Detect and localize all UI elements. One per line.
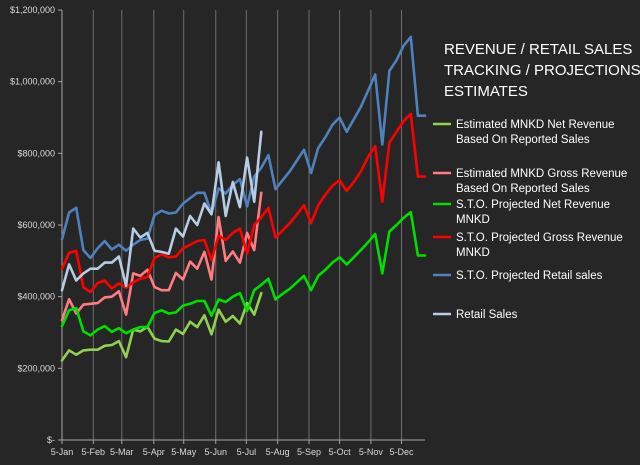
x-tick-label-11: 5-Dec <box>390 447 415 457</box>
chart-title: REVENUE / RETAIL SALES TRACKING / PROJECT… <box>444 41 640 100</box>
legend-label-1-1: Based On Reported Sales <box>456 183 590 195</box>
legend-item-3: S.T.O. Projected Gross Revenue MNKD <box>433 232 623 259</box>
x-tick-label-0: 5-Jan <box>51 447 74 457</box>
legend-label-5-0: Retail Sales <box>456 309 518 321</box>
x-tick-label-5: 5-Jun <box>204 447 227 457</box>
chart-title-line-0: REVENUE / RETAIL SALES <box>444 41 632 58</box>
x-tick-label-8: 5-Sep <box>297 447 321 457</box>
x-tick-label-9: 5-Oct <box>329 447 352 457</box>
series-line-2 <box>60 210 427 337</box>
legend-item-1: Estimated MNKD Gross Revenue Based On Rep… <box>433 168 627 195</box>
series-line-4 <box>60 35 427 260</box>
legend-label-1-0: Estimated MNKD Gross Revenue <box>456 168 627 180</box>
series-line-0 <box>60 291 263 362</box>
x-tick-label-2: 5-Mar <box>110 447 134 457</box>
series-lines <box>60 35 427 362</box>
y-tick-label-5: $1,000,000 <box>10 77 55 87</box>
y-tick-label-2: $400,000 <box>17 292 55 302</box>
y-axis-ticks: $- $200,000 $400,000 $600,000 $800,000 $1,000… <box>10 5 62 445</box>
y-tick-label-3: $600,000 <box>17 220 55 230</box>
legend-label-3-1: MNKD <box>456 247 490 259</box>
x-tick-label-7: 5-Aug <box>266 447 290 457</box>
legend-item-0: Estimated MNKD Net Revenue Based On Repor… <box>433 119 615 146</box>
x-axis-ticks: 5-Jan 5-Feb 5-Mar 5-Apr 5-May 5-Jun 5-Jul 5-Aug… <box>51 440 414 457</box>
legend-label-3-0: S.T.O. Projected Gross Revenue <box>456 232 623 244</box>
legend-label-0-1: Based On Reported Sales <box>456 134 590 146</box>
series-line-5 <box>60 130 263 292</box>
legend-item-2: S.T.O. Projected Net Revenue MNKD <box>433 199 610 226</box>
legend: Estimated MNKD Net Revenue Based On Repor… <box>433 119 627 321</box>
legend-item-5: Retail Sales <box>433 309 518 321</box>
y-tick-label-4: $800,000 <box>17 148 55 158</box>
legend-label-4-0: S.T.O. Projected Retail sales <box>456 270 603 282</box>
chart-title-line-1: TRACKING / PROJECTIONS / <box>444 62 640 79</box>
x-tick-label-6: 5-Jul <box>237 447 257 457</box>
legend-label-2-0: S.T.O. Projected Net Revenue <box>456 199 610 211</box>
legend-label-2-1: MNKD <box>456 214 490 226</box>
y-tick-label-1: $200,000 <box>17 363 55 373</box>
series-line-3 <box>60 112 427 294</box>
x-tick-label-3: 5-Apr <box>143 447 165 457</box>
x-tick-label-4: 5-May <box>171 447 197 457</box>
legend-item-4: S.T.O. Projected Retail sales <box>433 270 603 282</box>
x-tick-label-10: 5-Nov <box>359 447 384 457</box>
x-tick-label-1: 5-Feb <box>82 447 106 457</box>
y-tick-label-0: $- <box>47 435 55 445</box>
grid-lines <box>61 10 403 440</box>
y-tick-label-6: $1,200,000 <box>10 5 55 15</box>
series-line-1 <box>60 191 263 322</box>
legend-label-0-0: Estimated MNKD Net Revenue <box>456 119 615 131</box>
chart-title-line-2: ESTIMATES <box>444 83 528 100</box>
